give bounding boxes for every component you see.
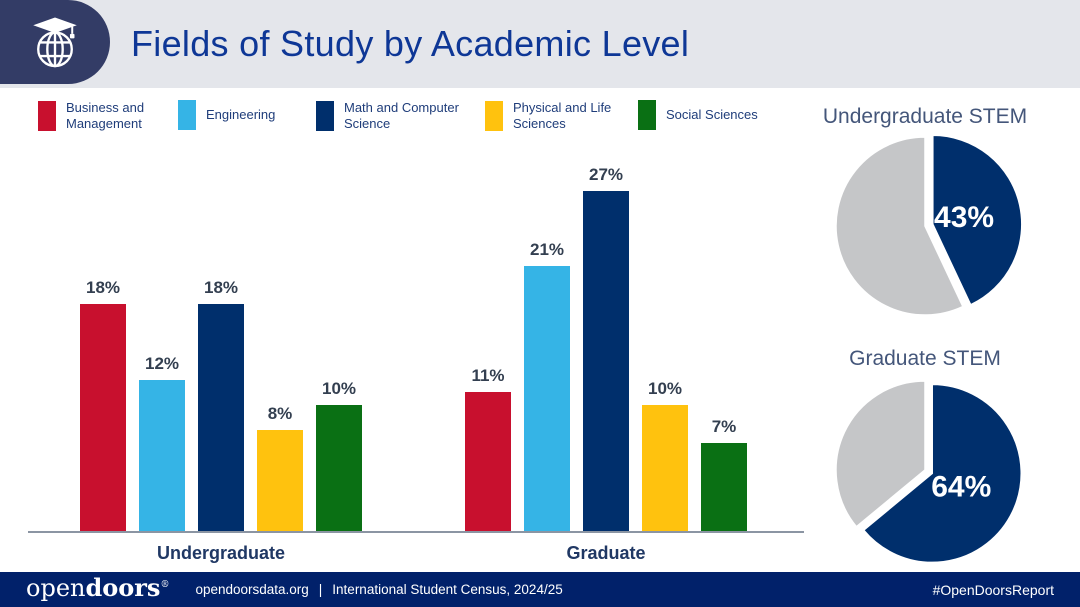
legend-swatch-engineering xyxy=(178,100,196,130)
bar-value-graduate-physical-and-life-sciences: 10% xyxy=(647,379,683,398)
footer-meta: opendoorsdata.org | International Studen… xyxy=(195,582,562,597)
opendoors-logo-open: open xyxy=(26,574,86,602)
opendoors-logo-doors: doors xyxy=(85,573,161,602)
bar-undergraduate-math-and-computer-science xyxy=(198,304,244,531)
legend-label: Engineering xyxy=(206,107,276,123)
legend-swatch-math-computer-science xyxy=(316,100,334,131)
pie-slice-undergraduate-stem-stem xyxy=(932,134,1023,306)
x-axis-line xyxy=(28,531,804,533)
bar-graduate-physical-and-life-sciences xyxy=(642,405,688,531)
legend-item-engineering: Engineering xyxy=(178,100,275,130)
opendoors-logo: opendoors® xyxy=(26,573,170,602)
footer-hashtag: #OpenDoorsReport xyxy=(932,581,1054,598)
bar-value-undergraduate-social-sciences: 10% xyxy=(321,379,357,398)
legend-item-math-computer-science: Math and Computer Science xyxy=(316,100,468,131)
bar-value-graduate-social-sciences: 7% xyxy=(711,417,737,436)
bar-graduate-social-sciences xyxy=(701,443,747,531)
legend-swatch-business-management xyxy=(38,100,56,131)
footer-site-url: opendoorsdata.org xyxy=(195,582,309,597)
registered-trademark-symbol: ® xyxy=(160,580,170,590)
bar-graduate-math-and-computer-science xyxy=(583,191,629,531)
footer-caption: International Student Census, 2024/25 xyxy=(332,582,563,597)
pie-chart-graduate-stem: 64% xyxy=(835,380,1022,564)
legend-label: Business and Management xyxy=(66,100,145,131)
bar-value-undergraduate-math-and-computer-science: 18% xyxy=(203,278,239,297)
pie-title-graduate-stem: Graduate STEM xyxy=(849,347,1001,370)
globe-graduation-cap-icon xyxy=(33,17,77,68)
legend-label: Social Sciences xyxy=(666,107,758,123)
legend-item-physical-life-sciences: Physical and Life Sciences xyxy=(485,100,637,131)
bar-undergraduate-social-sciences xyxy=(316,405,362,531)
bar-graduate-business-and-management xyxy=(465,392,511,531)
pie-slice-graduate-stem-stem xyxy=(862,383,1022,564)
footer-bar: opendoors® opendoorsdata.org | Internati… xyxy=(0,572,1080,607)
pie-value-label-graduate-stem: 64% xyxy=(931,471,991,504)
bar-value-graduate-engineering: 21% xyxy=(529,240,565,259)
footer-separator: | xyxy=(318,582,323,597)
pie-title-undergraduate-stem: Undergraduate STEM xyxy=(822,105,1028,128)
bar-undergraduate-engineering xyxy=(139,380,185,531)
bar-value-graduate-business-and-management: 11% xyxy=(471,366,505,385)
legend-swatch-social-sciences xyxy=(638,100,656,130)
bar-value-undergraduate-business-and-management: 18% xyxy=(85,278,121,297)
pie-slice-graduate-stem-non-stem xyxy=(835,380,926,528)
legend-label: Physical and Life Sciences xyxy=(513,100,612,131)
pie-value-label-undergraduate-stem: 43% xyxy=(934,201,994,234)
header-band: Fields of Study by Academic Level xyxy=(0,0,1080,88)
x-axis-label-undergraduate: Undergraduate xyxy=(156,543,286,563)
bar-undergraduate-business-and-management xyxy=(80,304,126,531)
pie-slice-undergraduate-stem-non-stem xyxy=(835,136,964,316)
legend-item-social-sciences: Social Sciences xyxy=(638,100,758,130)
bar-undergraduate-physical-and-life-sciences xyxy=(257,430,303,531)
legend-swatch-physical-life-sciences xyxy=(485,100,503,131)
pie-chart-undergraduate-stem: 43% xyxy=(835,134,1023,316)
bar-value-undergraduate-engineering: 12% xyxy=(144,354,180,373)
x-axis-label-graduate: Graduate xyxy=(566,543,646,563)
bar-value-graduate-math-and-computer-science: 27% xyxy=(588,165,624,184)
bar-graduate-engineering xyxy=(524,266,570,531)
logo-badge xyxy=(0,0,110,84)
page-title: Fields of Study by Academic Level xyxy=(131,23,690,64)
legend-label: Math and Computer Science xyxy=(344,100,459,131)
legend-item-business-management: Business and Management xyxy=(38,100,190,131)
bar-value-undergraduate-physical-and-life-sciences: 8% xyxy=(267,404,293,423)
